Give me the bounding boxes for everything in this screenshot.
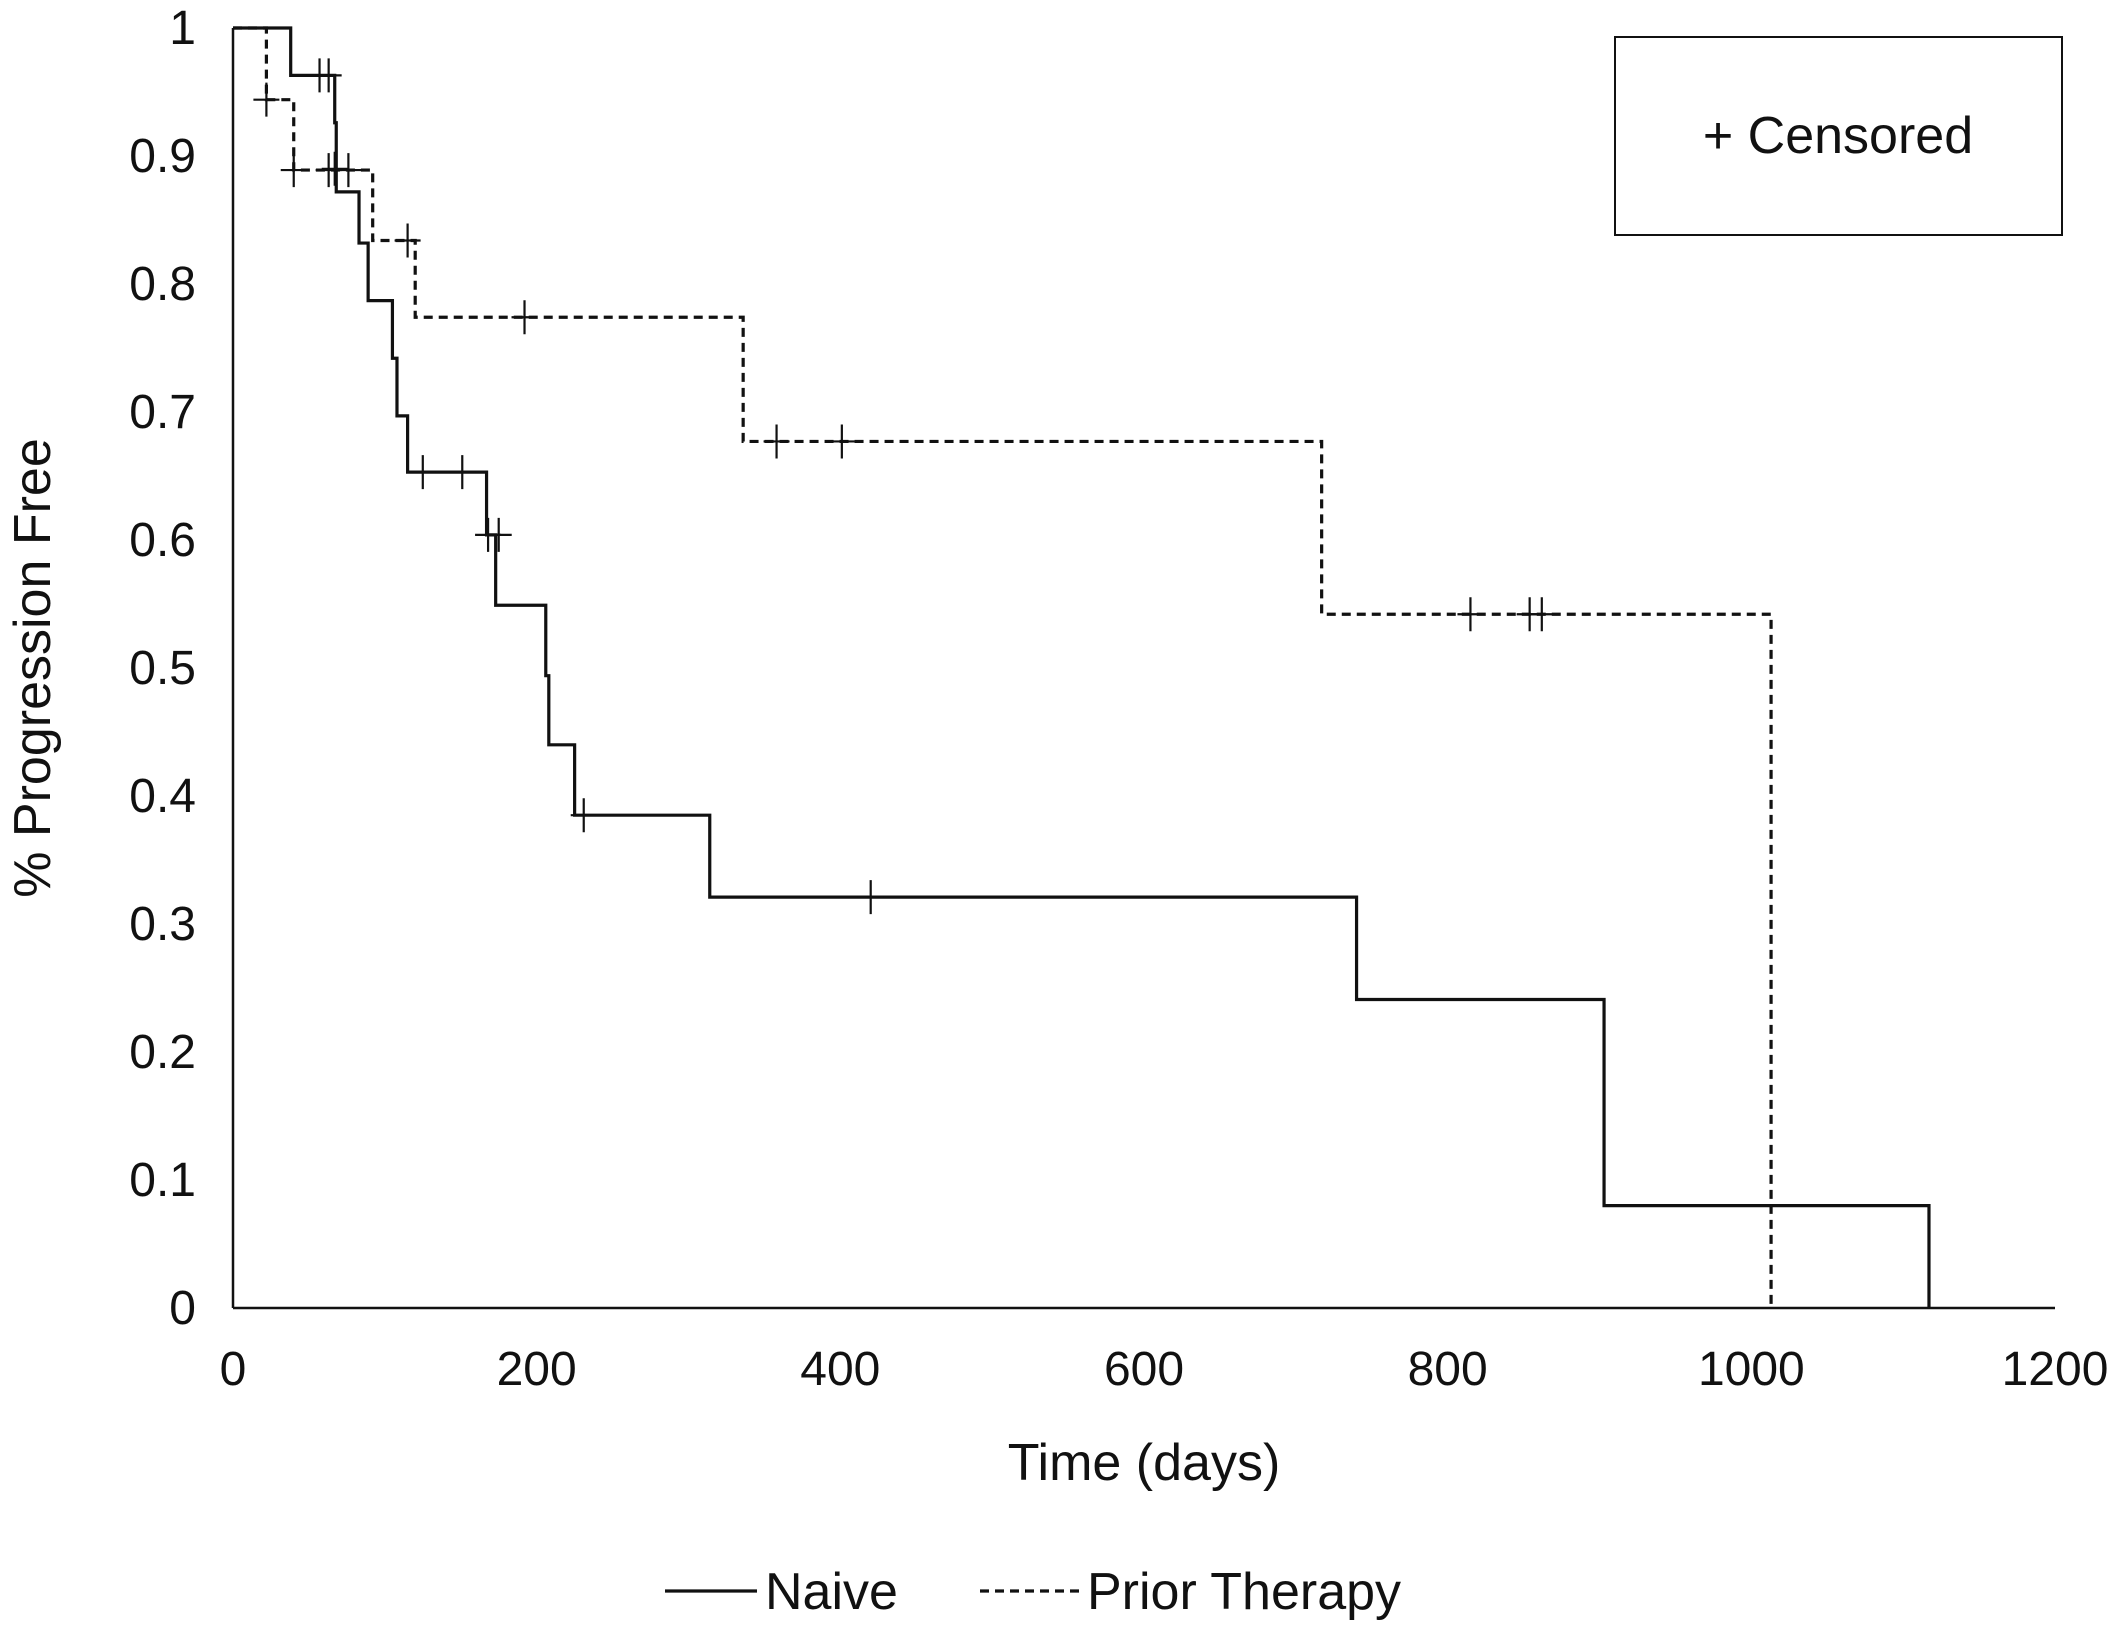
series-layer <box>233 26 1931 1308</box>
legend-label: Naive <box>765 1563 898 1621</box>
y-tick-label: 0.9 <box>129 130 196 183</box>
y-tick-label: 0.3 <box>129 898 196 951</box>
series-prior-therapy <box>233 26 1773 1308</box>
censor-mark <box>857 880 884 915</box>
legend: Naive Prior Therapy <box>665 1563 1401 1621</box>
censor-mark <box>763 424 790 459</box>
y-tick-label: 0.8 <box>129 258 196 311</box>
y-tick-labels: 0 0.1 0.2 0.3 0.4 0.5 0.6 0.7 0.8 0.9 1 <box>129 2 196 1335</box>
legend-label: Prior Therapy <box>1087 1563 1401 1621</box>
x-tick-labels: 0 200 400 600 800 1000 1200 <box>220 1343 2109 1396</box>
y-tick-label: 0.4 <box>129 770 196 823</box>
legend-item: Naive <box>665 1563 898 1621</box>
x-tick-label: 0 <box>220 1343 247 1396</box>
censor-mark <box>394 223 421 258</box>
x-tick-label: 400 <box>800 1343 880 1396</box>
censor-mark <box>1528 597 1555 632</box>
axes <box>231 28 2055 1310</box>
censor-box: + Censored <box>1614 36 2063 236</box>
censor-mark <box>828 424 855 459</box>
censor-mark <box>315 58 342 93</box>
censor-mark <box>280 153 307 188</box>
censor-box-frame <box>1614 36 2063 236</box>
x-tick-label: 1200 <box>2002 1343 2109 1396</box>
censor-mark <box>485 517 512 552</box>
censor-box-label: + Censored <box>1703 107 1973 165</box>
x-tick-label: 1000 <box>1698 1343 1805 1396</box>
x-tick-label: 200 <box>497 1343 577 1396</box>
censor-mark <box>449 455 476 490</box>
censor-mark <box>409 455 436 490</box>
y-tick-label: 0.1 <box>129 1154 196 1207</box>
y-tick-label: 0.6 <box>129 514 196 567</box>
censor-mark <box>335 153 362 188</box>
censor-mark <box>511 300 538 335</box>
y-tick-label: 1 <box>169 2 196 55</box>
y-tick-label: 0.7 <box>129 386 196 439</box>
x-tick-label: 600 <box>1104 1343 1184 1396</box>
x-tick-label: 800 <box>1408 1343 1488 1396</box>
series-line <box>233 26 1773 1308</box>
legend-item: Prior Therapy <box>980 1563 1401 1621</box>
y-tick-label: 0.5 <box>129 642 196 695</box>
x-axis-title: Time (days) <box>1008 1434 1281 1492</box>
censor-mark <box>570 798 597 833</box>
y-axis-title: % Progression Free <box>4 438 62 898</box>
y-tick-label: 0.2 <box>129 1026 196 1079</box>
censor-mark <box>1457 597 1484 632</box>
y-tick-label: 0 <box>169 1282 196 1335</box>
censor-mark <box>253 82 280 117</box>
